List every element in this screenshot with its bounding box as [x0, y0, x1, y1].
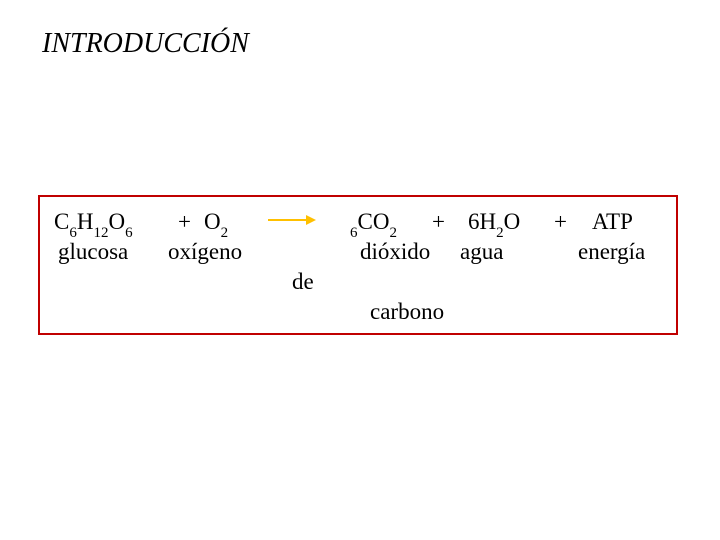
equation-box: C6H12O6 + O2 6CO2 + 6H2O + ATP glucosa o…: [38, 195, 678, 335]
txt: H: [77, 209, 94, 234]
txt: C: [358, 209, 373, 234]
arrow-line: [268, 219, 308, 221]
plus: +: [554, 209, 567, 235]
label-oxigeno: oxígeno: [168, 239, 242, 265]
formula-atp: ATP: [592, 209, 633, 235]
txt: O: [108, 209, 125, 234]
formula-h2o: 6H2O: [468, 209, 520, 240]
formula-glucose: C6H12O6: [54, 209, 133, 240]
label-de: de: [292, 269, 314, 295]
label-glucosa: glucosa: [58, 239, 128, 265]
label-carbono: carbono: [370, 299, 444, 325]
txt: C: [54, 209, 69, 234]
txt: O: [204, 209, 221, 234]
formula-co2: 6CO2: [350, 209, 397, 240]
txt: O: [504, 209, 521, 234]
page-title: INTRODUCCIÓN: [42, 28, 249, 60]
plus: +: [178, 209, 191, 235]
formula-o2: O2: [204, 209, 228, 240]
plus: +: [432, 209, 445, 235]
label-energia: energía: [578, 239, 645, 265]
reaction-arrow-icon: [268, 219, 316, 221]
txt: H: [480, 209, 497, 234]
label-dioxido: dióxido: [360, 239, 430, 265]
txt: 6: [468, 209, 480, 234]
sub: 6: [350, 225, 358, 241]
txt: O: [373, 209, 390, 234]
label-agua: agua: [460, 239, 503, 265]
arrow-head: [306, 215, 316, 225]
